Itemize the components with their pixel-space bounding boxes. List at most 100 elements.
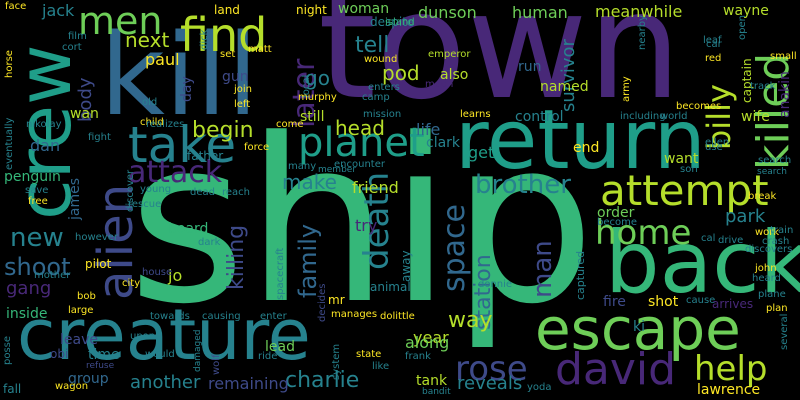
- word-causing: causing: [202, 311, 241, 322]
- word-crash: crash: [762, 236, 790, 247]
- word-city: city: [122, 278, 141, 289]
- word-night: night: [296, 3, 327, 17]
- word-world: world: [660, 111, 688, 122]
- word-attempt: attempt: [600, 166, 769, 215]
- word-board: board: [168, 221, 209, 237]
- word-help: help: [694, 349, 768, 389]
- word-make: make: [282, 170, 337, 194]
- word-like: like: [372, 361, 390, 372]
- word-james: james: [67, 177, 83, 220]
- word-time: time: [88, 347, 120, 363]
- word-system: system: [331, 343, 342, 380]
- word-red: red: [705, 53, 722, 64]
- word-dolittle: dolittle: [380, 311, 415, 322]
- word-bandit: bandit: [422, 387, 451, 397]
- word-cort: cort: [62, 42, 82, 53]
- word-penguin: penguin: [4, 169, 61, 185]
- word-head: head: [335, 116, 385, 140]
- word-fire: fire: [603, 294, 626, 310]
- word-murphy: murphy: [298, 92, 337, 103]
- word-despite: despite: [370, 15, 415, 29]
- word-end: end: [573, 140, 600, 156]
- word-pod: pod: [382, 61, 420, 85]
- word-train: train: [770, 225, 794, 236]
- word-mission: mission: [363, 109, 402, 120]
- word-away: away: [399, 250, 413, 282]
- word-shoot: shoot: [4, 253, 71, 281]
- word-child: child: [140, 117, 164, 128]
- word-heard: heard: [752, 273, 781, 284]
- word-tank: tank: [416, 373, 448, 389]
- word-work: work: [755, 227, 780, 238]
- word-human: human: [512, 3, 568, 22]
- word-group: group: [68, 371, 109, 387]
- word-son: son: [680, 164, 698, 175]
- word-back: back: [605, 213, 800, 313]
- word-rose: rose: [455, 349, 528, 389]
- word-open: open: [737, 15, 748, 40]
- word-control: control: [515, 109, 564, 125]
- word-decides: decides: [317, 283, 328, 323]
- word-try: try: [355, 216, 378, 235]
- word-fall: fall: [3, 382, 22, 396]
- word-man: man: [528, 240, 558, 298]
- word-several: several: [779, 313, 790, 350]
- word-cal: cal: [701, 233, 716, 244]
- word-find: find: [180, 8, 268, 62]
- word-frank: frank: [405, 351, 431, 362]
- word-named: named: [540, 79, 589, 95]
- word-dick: dick: [199, 29, 210, 50]
- word-ki: ki: [633, 319, 645, 335]
- word-save: save: [25, 185, 49, 196]
- word-father: father: [187, 149, 224, 163]
- word-space: space: [437, 203, 472, 292]
- word-dunson: dunson: [418, 3, 477, 22]
- word-army: army: [621, 76, 632, 102]
- word-new: new: [10, 223, 64, 253]
- word-john: john: [755, 263, 777, 274]
- word-brother: brother: [475, 170, 571, 200]
- word-survivor: survivor: [558, 39, 579, 112]
- word-state: state: [356, 349, 382, 360]
- word-film: film: [68, 31, 87, 42]
- word-wound: wound: [364, 54, 398, 65]
- word-wife: wife: [741, 109, 770, 125]
- word-another: another: [130, 372, 201, 393]
- word-lawrence: lawrence: [697, 382, 761, 398]
- word-member: member: [318, 165, 357, 175]
- word-would: would: [145, 349, 175, 360]
- word-creature: creature: [17, 294, 311, 376]
- word-gun: gun: [222, 69, 249, 85]
- word-horse: horse: [4, 50, 15, 78]
- word-friend: friend: [352, 178, 399, 197]
- word-jack: jack: [42, 1, 75, 20]
- word-force: force: [244, 142, 270, 153]
- word-eventually: eventually: [4, 117, 15, 170]
- word-dan: dan: [30, 136, 61, 155]
- word-matt: matt: [248, 44, 272, 55]
- word-kill: kill: [100, 11, 259, 141]
- word-meanwhile: meanwhile: [595, 2, 683, 21]
- word-way: way: [448, 308, 493, 333]
- word-killing: killing: [224, 224, 249, 290]
- word-small: small: [770, 51, 797, 62]
- word-leaf: leaf: [703, 35, 722, 46]
- word-become: become: [597, 217, 638, 228]
- word-wagon: wagon: [55, 381, 89, 392]
- word-nikolay: nikolay: [26, 119, 62, 130]
- word-inside: inside: [6, 306, 48, 322]
- word-car: car: [706, 39, 722, 50]
- word-rescue: rescue: [128, 199, 162, 210]
- word-want: want: [664, 151, 699, 167]
- word-remaining: remaining: [208, 374, 289, 393]
- word-lead: lead: [265, 339, 295, 355]
- word-run: run: [518, 59, 542, 75]
- word-wayne: wayne: [723, 3, 769, 19]
- word-face: face: [5, 1, 27, 12]
- word-life: life: [416, 120, 441, 139]
- word-break: break: [748, 191, 777, 202]
- word-escape: escape: [535, 295, 741, 363]
- word-free: free: [28, 196, 48, 207]
- word-nearby: nearby: [637, 15, 648, 50]
- word-david: david: [555, 344, 677, 395]
